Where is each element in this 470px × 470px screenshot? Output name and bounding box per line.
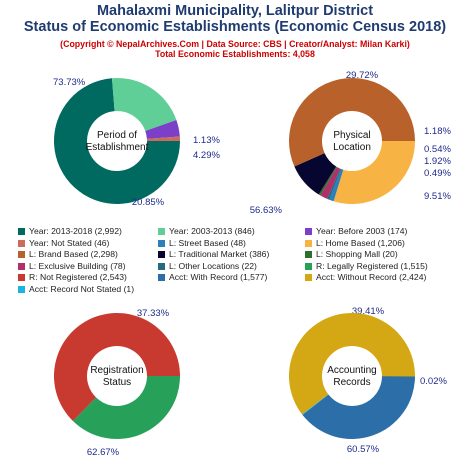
slice-l-brand-based: [289, 77, 415, 167]
percent-label-acct-without-record: 60.57%: [347, 444, 380, 455]
legend-swatch: [305, 262, 312, 270]
legend-item-l-exclusive-building-78: L: Exclusive Building (78): [18, 261, 126, 271]
percent-label-acct-with-record: 39.41%: [352, 306, 385, 317]
legend-item-l-other-locations-22: L: Other Locations (22): [158, 261, 257, 271]
percent-label-acct-record-not-stated: 0.02%: [420, 376, 447, 387]
legend-item-acct-record-not-stated-1: Acct: Record Not Stated (1): [18, 284, 134, 294]
slice-year-before-2003: [145, 119, 180, 139]
legend-swatch: [158, 262, 165, 270]
percent-label-l-traditional-market: 9.51%: [424, 191, 451, 202]
chart-subtitle-total: Total Economic Establishments: 4,058: [155, 49, 315, 59]
legend-item-year-not-stated-46: Year: Not Stated (46): [18, 238, 109, 248]
donut-center-title-period-of-establishment: Period of Establishment: [86, 130, 149, 153]
legend-label: L: Other Locations (22): [169, 260, 257, 271]
legend-item-year-before-2003-174: Year: Before 2003 (174): [305, 226, 407, 236]
legend-swatch: [18, 251, 25, 258]
legend-swatch: [18, 239, 25, 247]
slice-l-traditional-market: [294, 153, 337, 195]
legend-label: Year: 2003-2013 (846): [169, 226, 255, 236]
slice-acct-record-not-stated: [302, 394, 329, 415]
legend-item-acct-without-record-2-424: Acct: Without Record (2,424): [305, 272, 426, 282]
legend-swatch: [18, 228, 25, 235]
slice-l-exclusive-building: [320, 166, 341, 199]
percent-label-l-shopping-mall: 0.49%: [424, 168, 451, 179]
legend-swatch: [158, 239, 165, 247]
legend-item-r-not-registered-2-543: R: Not Registered (2,543): [18, 272, 127, 282]
legend-item-l-home-based-1-206: L: Home Based (1,206): [305, 238, 405, 248]
percent-label-l-home-based: 29.72%: [346, 70, 379, 81]
legend-item-year-2003-2013-846: Year: 2003-2013 (846): [158, 226, 255, 236]
chart-title-line2: Status of Economic Establishments (Econo…: [23, 19, 447, 35]
slice-acct-without-record: [289, 313, 415, 415]
legend-label: Year: Not Stated (46): [29, 237, 110, 248]
percent-label-year-not-stated: 1.13%: [193, 135, 220, 146]
legend-label: Acct: Without Record (2,424): [316, 272, 427, 282]
percent-label-l-other-locations: 0.54%: [424, 144, 451, 155]
legend-item-acct-with-record-1-577: Acct: With Record (1,577): [158, 272, 267, 282]
legend-label: L: Traditional Market (386): [169, 249, 270, 259]
slice-r-legally-registered: [72, 376, 180, 439]
legend-swatch: [305, 251, 312, 258]
legend-item-r-legally-registered-1-515: R: Legally Registered (1,515): [305, 261, 428, 271]
percent-label-r-not-registered: 62.67%: [87, 447, 120, 458]
donut-center-title-accounting-records: Accounting Records: [327, 365, 376, 388]
slice-l-street-based: [329, 168, 344, 202]
slice-l-other-locations: [327, 168, 342, 200]
legend-item-l-traditional-market-386: L: Traditional Market (386): [158, 249, 269, 259]
donut-center-title-physical-location: Physical Location: [333, 130, 371, 153]
percent-label-l-exclusive-building: 1.92%: [424, 156, 451, 167]
legend-label: Year: Before 2003 (174): [316, 226, 408, 236]
donut-center-title-registration-status: Registration Status: [90, 365, 143, 388]
legend-item-l-street-based-48: L: Street Based (48): [158, 238, 246, 248]
legend-label: R: Legally Registered (1,515): [316, 260, 428, 271]
legend-label: L: Street Based (48): [169, 237, 246, 248]
legend-label: L: Home Based (1,206): [316, 237, 405, 248]
slice-l-shopping-mall: [318, 166, 337, 196]
slice-year-not-stated: [146, 136, 180, 141]
legend-swatch: [305, 239, 312, 247]
slice-acct-with-record: [302, 376, 415, 439]
chart-title-line1: Mahalaxmi Municipality, Lalitpur Distric…: [96, 3, 374, 19]
legend-label: L: Exclusive Building (78): [29, 260, 126, 271]
percent-label-l-street-based: 1.18%: [424, 126, 451, 137]
legend-label: L: Brand Based (2,298): [29, 249, 118, 259]
legend-swatch: [158, 274, 165, 281]
legend-swatch: [305, 228, 312, 235]
legend-swatch: [18, 274, 25, 281]
percent-label-l-brand-based: 56.63%: [250, 205, 283, 216]
legend-label: R: Not Registered (2,543): [29, 272, 127, 282]
legend-item-l-shopping-mall-20: L: Shopping Mall (20): [305, 249, 398, 259]
slice-year-2003-2013: [111, 78, 177, 131]
slice-r-not-registered: [53, 313, 180, 422]
chart-subtitle-copyright: (Copyright © NepalArchives.Com | Data So…: [60, 39, 410, 49]
legend-item-year-2013-2018-2-992: Year: 2013-2018 (2,992): [18, 226, 122, 236]
legend-swatch: [305, 274, 312, 281]
legend-swatch: [158, 228, 165, 235]
legend-item-l-brand-based-2-298: L: Brand Based (2,298): [18, 249, 118, 259]
slice-year-2013-2018: [54, 78, 180, 204]
legend-label: Acct: Record Not Stated (1): [29, 283, 135, 294]
percent-label-year-2013-2018: 73.73%: [53, 77, 86, 88]
legend-label: Acct: With Record (1,577): [169, 272, 268, 282]
percent-label-year-before-2003: 4.29%: [193, 150, 220, 161]
legend-label: L: Shopping Mall (20): [316, 249, 398, 259]
legend-swatch: [18, 262, 25, 270]
legend-label: Year: 2013-2018 (2,992): [29, 226, 122, 236]
percent-label-year-2003-2013: 20.85%: [132, 197, 165, 208]
legend-swatch: [18, 285, 25, 293]
slice-l-home-based: [333, 141, 415, 204]
percent-label-r-legally-registered: 37.33%: [137, 308, 170, 319]
legend-swatch: [158, 251, 165, 258]
